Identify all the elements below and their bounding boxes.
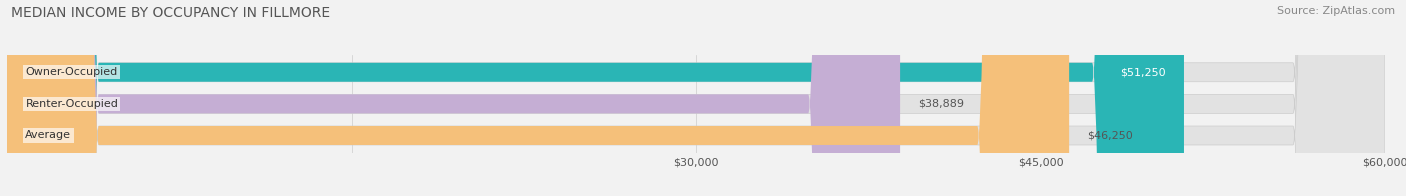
Text: MEDIAN INCOME BY OCCUPANCY IN FILLMORE: MEDIAN INCOME BY OCCUPANCY IN FILLMORE bbox=[11, 6, 330, 20]
Text: Source: ZipAtlas.com: Source: ZipAtlas.com bbox=[1277, 6, 1395, 16]
Text: Owner-Occupied: Owner-Occupied bbox=[25, 67, 118, 77]
FancyBboxPatch shape bbox=[7, 0, 900, 196]
Text: $46,250: $46,250 bbox=[1087, 131, 1133, 141]
FancyBboxPatch shape bbox=[7, 0, 1385, 196]
Text: Average: Average bbox=[25, 131, 72, 141]
FancyBboxPatch shape bbox=[7, 0, 1385, 196]
FancyBboxPatch shape bbox=[7, 0, 1385, 196]
Text: $51,250: $51,250 bbox=[1121, 67, 1166, 77]
FancyBboxPatch shape bbox=[7, 0, 1184, 196]
FancyBboxPatch shape bbox=[7, 0, 1069, 196]
Text: $38,889: $38,889 bbox=[918, 99, 965, 109]
Text: Renter-Occupied: Renter-Occupied bbox=[25, 99, 118, 109]
